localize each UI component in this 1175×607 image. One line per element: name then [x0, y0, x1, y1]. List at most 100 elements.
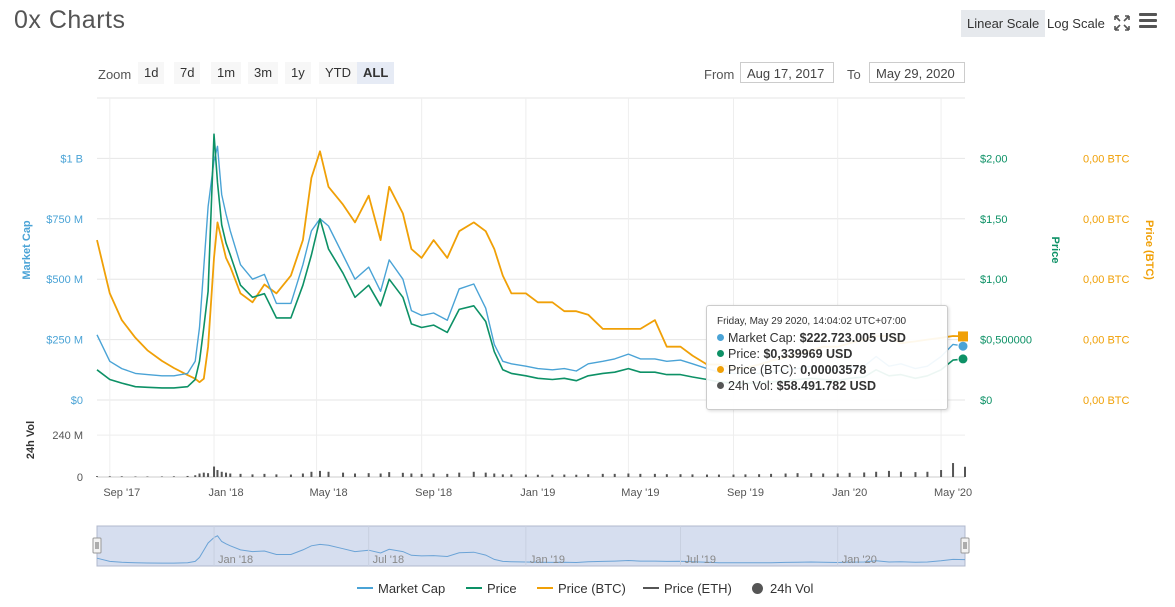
volume-bar [493, 473, 496, 477]
tooltip-date: Friday, May 29 2020, 14:04:02 UTC+07:00 [717, 316, 907, 327]
volume-bar [822, 473, 825, 477]
volume-bar [146, 476, 149, 477]
volume-bar [484, 472, 487, 477]
volume-bar [601, 473, 604, 477]
tooltip-row-market-cap: Market Cap: $222.723.005 USD [717, 330, 937, 346]
volume-bar [627, 473, 630, 477]
volume-bar [194, 475, 197, 477]
legend-label: Price (BTC) [558, 581, 626, 596]
volume-bar [251, 474, 254, 477]
legend-label: Market Cap [378, 581, 446, 596]
price-btc-end-marker [958, 331, 968, 342]
navigator-tick-label: Jan '18 [218, 554, 253, 566]
volume-bar [379, 473, 382, 477]
to-label: To [847, 67, 861, 82]
zoom-ytd-button[interactable]: YTD [319, 62, 357, 84]
zoom-7d-button[interactable]: 7d [174, 62, 201, 84]
volume-bar [172, 476, 175, 477]
legend-item-price[interactable]: Price [466, 580, 517, 598]
volume-bar [501, 474, 504, 477]
tooltip-value: 0,00003578 [800, 363, 867, 377]
tooltip-row-price: Price: $0,339969 USD [717, 346, 937, 362]
volume-bar [770, 473, 773, 477]
volume-bar [784, 473, 787, 477]
x-tick-label: May '19 [621, 487, 659, 499]
volume-bar [134, 476, 137, 477]
volume-bar [551, 474, 554, 477]
volume-bar [613, 473, 616, 477]
x-tick-label: Sep '19 [727, 487, 764, 499]
market-cap-tick-label: $1 B [60, 153, 83, 165]
price-tick-label: $1,50 [980, 214, 1008, 226]
volume-tick-label: 0 [77, 472, 83, 484]
price-end-marker [957, 353, 969, 365]
price-tick-label: $1,00 [980, 274, 1008, 286]
volume-bar [796, 473, 799, 477]
tooltip-label: Price (BTC): [728, 363, 797, 377]
legend-dot-icon [752, 583, 763, 594]
chart-tooltip: Friday, May 29 2020, 14:04:02 UTC+07:00 … [706, 305, 948, 410]
x-tick-label: Jan '18 [208, 487, 243, 499]
zoom-1m-button[interactable]: 1m [211, 62, 242, 84]
volume-bar [310, 471, 313, 477]
hamburger-menu-icon[interactable] [1139, 13, 1157, 31]
volume-bar [563, 474, 566, 477]
tooltip-value: $222.723.005 USD [799, 331, 906, 345]
zoom-3m-button[interactable]: 3m [248, 62, 279, 84]
x-tick-label: May '20 [934, 487, 972, 499]
volume-bar [388, 472, 391, 477]
market-cap-tick-label: $0 [71, 395, 83, 407]
volume-bar [289, 474, 292, 477]
legend-item-price-eth[interactable]: Price (ETH) [643, 580, 732, 598]
zoom-1y-button[interactable]: 1y [285, 62, 311, 84]
tooltip-label: Market Cap: [728, 331, 797, 345]
legend-item-24h-vol[interactable]: 24h Vol [752, 580, 813, 598]
volume-bar [207, 473, 210, 477]
volume-bar [342, 472, 345, 477]
navigator-left-handle[interactable] [92, 537, 102, 554]
volume-bar [587, 474, 590, 477]
volume-bar [263, 473, 266, 477]
volume-bar [964, 466, 966, 477]
legend-line-icon [643, 587, 659, 589]
zoom-1d-button[interactable]: 1d [138, 62, 165, 84]
volume-bar [458, 472, 461, 477]
tooltip-value: $58.491.782 USD [776, 379, 877, 393]
x-tick-label: May '18 [309, 487, 347, 499]
volume-bar [744, 474, 747, 477]
tooltip-label: Price: [728, 347, 760, 361]
legend-item-market-cap[interactable]: Market Cap [357, 580, 445, 598]
market-cap-axis-title: Market Cap [21, 220, 33, 280]
price-tick-label: $0 [980, 395, 992, 407]
legend-label: Price (ETH) [664, 581, 732, 596]
volume-bar [665, 474, 668, 477]
volume-bar [275, 474, 278, 477]
to-date-input[interactable]: May 29, 2020 [869, 62, 965, 83]
legend-item-price-btc[interactable]: Price (BTC) [537, 580, 626, 598]
volume-bar [639, 473, 642, 477]
price-axis-title: Price [1049, 237, 1061, 264]
legend-line-icon [357, 587, 373, 589]
from-date-input[interactable]: Aug 17, 2017 [740, 62, 834, 83]
volume-bar [691, 474, 694, 477]
volume-bar [914, 472, 917, 477]
log-scale-button[interactable]: Log Scale [1047, 16, 1105, 31]
expand-icon[interactable] [1113, 14, 1131, 32]
volume-bar [198, 473, 201, 477]
volume-bar [836, 473, 839, 477]
zoom-all-button[interactable]: ALL [357, 62, 395, 84]
volume-bar [679, 474, 682, 477]
volume-bar [327, 471, 330, 477]
navigator-right-handle[interactable] [960, 537, 970, 554]
volume-bar [952, 463, 955, 477]
volume-bar [401, 472, 404, 477]
volume-bar [536, 474, 539, 477]
volume-bar [899, 471, 902, 477]
volume-bar [575, 474, 578, 477]
linear-scale-button[interactable]: Linear Scale [961, 10, 1046, 37]
volume-bar [96, 476, 98, 477]
page-title: 0x Charts [14, 6, 126, 34]
legend-line-icon [466, 587, 482, 589]
price-btc-tick-label: 0,00 BTC [1083, 153, 1130, 165]
